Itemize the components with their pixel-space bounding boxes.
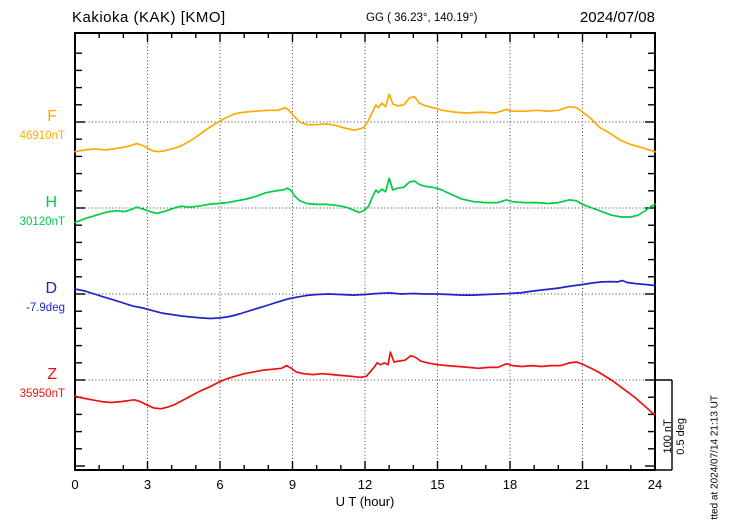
trace-F bbox=[74, 93, 656, 153]
x-tick-label: 9 bbox=[288, 477, 297, 492]
trace-H bbox=[74, 177, 656, 224]
trace-letter-Z: Z bbox=[47, 366, 57, 383]
trace-letter-D: D bbox=[45, 280, 57, 297]
geographic-coordinates: GG ( 36.23°, 140.19°) bbox=[366, 12, 478, 24]
trace-letter-H: H bbox=[45, 194, 57, 211]
trace-base-value-D: -7.9deg bbox=[25, 302, 65, 314]
x-tick-label: 24 bbox=[647, 477, 663, 492]
plot-date: 2024/07/08 bbox=[579, 9, 655, 26]
trace-base-value-H: 30120nT bbox=[19, 216, 65, 228]
x-axis-title: U T (hour) bbox=[335, 494, 395, 509]
plotted-at-text: Plotted at 2024/07/14 21:13 UT bbox=[709, 395, 720, 520]
trace-D bbox=[74, 279, 656, 320]
station-title: Kakioka (KAK) [KMO] bbox=[72, 9, 226, 26]
x-tick-label: 18 bbox=[502, 477, 518, 492]
trace-letter-F: F bbox=[47, 108, 57, 125]
x-tick-label: 3 bbox=[143, 477, 152, 492]
scale-bar-deg-label: 0.5 deg bbox=[675, 417, 687, 455]
x-tick-label: 6 bbox=[216, 477, 224, 492]
trace-Z bbox=[74, 351, 656, 416]
x-tick-label: 0 bbox=[71, 477, 79, 492]
x-tick-label: 12 bbox=[357, 477, 373, 492]
scale-bar-nt-label: 100 nT bbox=[662, 419, 674, 454]
x-tick-label: 15 bbox=[430, 477, 445, 492]
x-tick-label: 21 bbox=[575, 477, 590, 492]
trace-base-value-F: 46910nT bbox=[19, 130, 65, 142]
trace-base-value-Z: 35950nT bbox=[19, 388, 65, 400]
